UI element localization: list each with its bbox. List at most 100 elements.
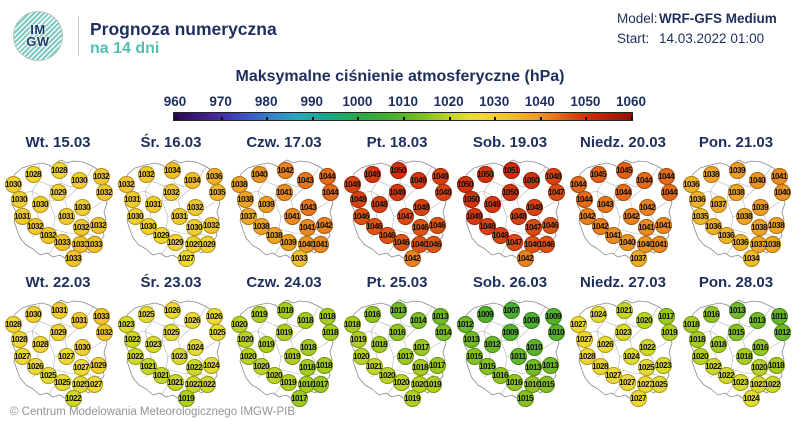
pressure-marker: 1030 <box>70 171 88 189</box>
pressure-marker: 1027 <box>618 373 636 391</box>
pressure-marker: 1033 <box>92 307 110 325</box>
pressure-marker: 1028 <box>591 357 609 375</box>
pressure-marker: 1020 <box>352 347 370 365</box>
pressure-marker: 1050 <box>462 190 480 208</box>
pressure-marker: 1033 <box>290 249 308 267</box>
day-label: Pt. 18.03 <box>366 134 428 151</box>
copyright-note: © Centrum Modelowania Meteorologicznego … <box>10 406 296 418</box>
pressure-marker: 1036 <box>731 233 749 251</box>
pressure-marker: 1047 <box>505 233 523 251</box>
model-label: Model: <box>617 11 658 26</box>
pressure-marker: 1049 <box>409 171 427 189</box>
pressure-marker: 1021 <box>615 301 633 319</box>
colorbar-tick-mark <box>220 116 223 120</box>
pressure-marker: 1034 <box>163 161 181 179</box>
pressure-marker: 1016 <box>505 373 523 391</box>
pressure-marker: 1030 <box>31 195 49 213</box>
pressure-marker: 1031 <box>50 301 68 319</box>
pressure-marker: 1048 <box>509 207 527 225</box>
pressure-marker: 1049 <box>388 183 406 201</box>
pressure-marker: 1012 <box>456 315 474 333</box>
pressure-marker: 1031 <box>57 207 75 225</box>
pressure-marker: 1019 <box>660 323 678 341</box>
chart-title: Maksymalne ciśnienie atmosferyczne (hPa) <box>235 68 565 85</box>
pressure-marker: 1038 <box>767 216 785 234</box>
pressure-marker: 1025 <box>71 375 89 393</box>
pressure-marker: 1025 <box>39 366 57 384</box>
pressure-marker: 1027 <box>629 389 647 407</box>
forecast-map-cell: Czw. 24.03 1020 1019 1018 1018 1018 1019 1018 1… <box>230 274 339 413</box>
pressure-marker: 1007 <box>502 301 520 319</box>
pressure-marker: 1008 <box>522 311 540 329</box>
pressure-marker: 1019 <box>403 389 421 407</box>
pressure-marker: 1036 <box>688 190 706 208</box>
pressure-marker: 1048 <box>434 183 452 201</box>
pressure-marker: 1028 <box>31 335 49 353</box>
pressure-marker: 1029 <box>198 235 216 253</box>
pressure-marker: 1039 <box>279 233 297 251</box>
pressure-marker: 1041 <box>770 167 788 185</box>
pressure-marker: 1033 <box>71 235 89 253</box>
pressure-marker: 1031 <box>123 190 141 208</box>
pressure-marker: 1037 <box>239 207 257 225</box>
pressure-marker: 1044 <box>657 167 675 185</box>
pressure-marker: 1018 <box>343 315 361 333</box>
pressure-marker: 1018 <box>299 338 317 356</box>
pressure-marker: 1019 <box>424 375 442 393</box>
pressure-marker: 1036 <box>717 226 735 244</box>
pressure-marker: 1041 <box>654 216 672 234</box>
pressure-marker: 1046 <box>541 216 559 234</box>
pressure-marker: 1048 <box>525 198 543 216</box>
pressure-marker: 1032 <box>162 183 180 201</box>
pressure-marker: 1018 <box>315 356 333 374</box>
pressure-marker: 1024 <box>589 305 607 323</box>
pressure-marker: 1030 <box>126 207 144 225</box>
pressure-marker: 1041 <box>298 218 316 236</box>
pressure-marker: 1021 <box>365 357 383 375</box>
colorbar-tick-label: 960 <box>163 94 187 109</box>
pressure-marker: 1048 <box>491 226 509 244</box>
pressure-marker: 1032 <box>39 226 57 244</box>
forecast-map-cell: Pon. 21.03 1036 1038 1039 1040 1041 1038 1040 1… <box>682 134 791 273</box>
pressure-marker: 1027 <box>13 347 31 365</box>
pressure-marker: 1050 <box>456 175 474 193</box>
pressure-marker: 1038 <box>252 217 270 235</box>
pressure-marker: 1018 <box>321 323 339 341</box>
pressure-marker: 1017 <box>311 375 329 393</box>
pressure-marker: 1041 <box>650 235 668 253</box>
pressure-marker: 1032 <box>202 216 220 234</box>
colorbar-tick-mark <box>494 116 497 120</box>
pressure-marker: 1019 <box>279 373 297 391</box>
pressure-marker: 1035 <box>208 183 226 201</box>
pressure-marker: 1023 <box>117 315 135 333</box>
pressure-marker: 1016 <box>363 305 381 323</box>
pressure-marker: 1048 <box>478 217 496 235</box>
pressure-marker: 1048 <box>343 175 361 193</box>
pressure-marker: 1044 <box>635 171 653 189</box>
pressure-marker: 1019 <box>257 335 275 353</box>
pressure-marker: 1010 <box>547 323 565 341</box>
pressure-marker: 1021 <box>152 366 170 384</box>
day-label: Pon. 21.03 <box>698 134 774 151</box>
pressure-marker: 1050 <box>476 165 494 183</box>
pressure-marker: 1016 <box>388 323 406 341</box>
pressure-marker: 1018 <box>709 335 727 353</box>
day-label: Sob. 19.03 <box>472 134 548 151</box>
pressure-marker: 1026 <box>26 357 44 375</box>
pressure-marker: 1046 <box>523 235 541 253</box>
day-label: Wt. 15.03 <box>25 134 91 151</box>
pressure-marker: 1030 <box>4 175 22 193</box>
pressure-marker: 1028 <box>4 315 22 333</box>
pressure-marker: 1048 <box>412 198 430 216</box>
pressure-marker: 1022 <box>638 338 656 356</box>
pressure-marker: 1035 <box>691 207 709 225</box>
pressure-marker: 1050 <box>389 161 407 179</box>
pressure-marker: 1019 <box>250 305 268 323</box>
pressure-marker: 1025 <box>650 375 668 393</box>
pressure-marker: 1025 <box>162 323 180 341</box>
pressure-marker: 1017 <box>290 389 308 407</box>
pressure-marker: 1041 <box>637 218 655 236</box>
pressure-marker: 1019 <box>283 347 301 365</box>
pressure-marker: 1018 <box>682 315 700 333</box>
pressure-marker: 1009 <box>544 307 562 325</box>
